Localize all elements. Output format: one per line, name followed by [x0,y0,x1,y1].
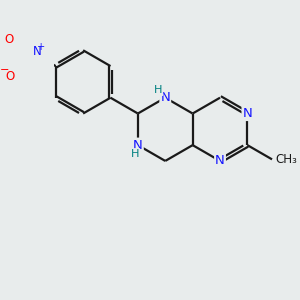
Text: O: O [4,33,14,46]
Text: CH₃: CH₃ [275,153,297,166]
Text: N: N [160,91,170,104]
Text: H: H [154,85,163,95]
Text: N: N [133,139,143,152]
Text: N: N [242,107,252,120]
Text: −: − [0,65,9,75]
Text: N: N [33,45,42,58]
Text: H: H [131,148,140,159]
Text: N: N [215,154,225,167]
Text: O: O [5,70,14,83]
Text: +: + [37,41,45,52]
